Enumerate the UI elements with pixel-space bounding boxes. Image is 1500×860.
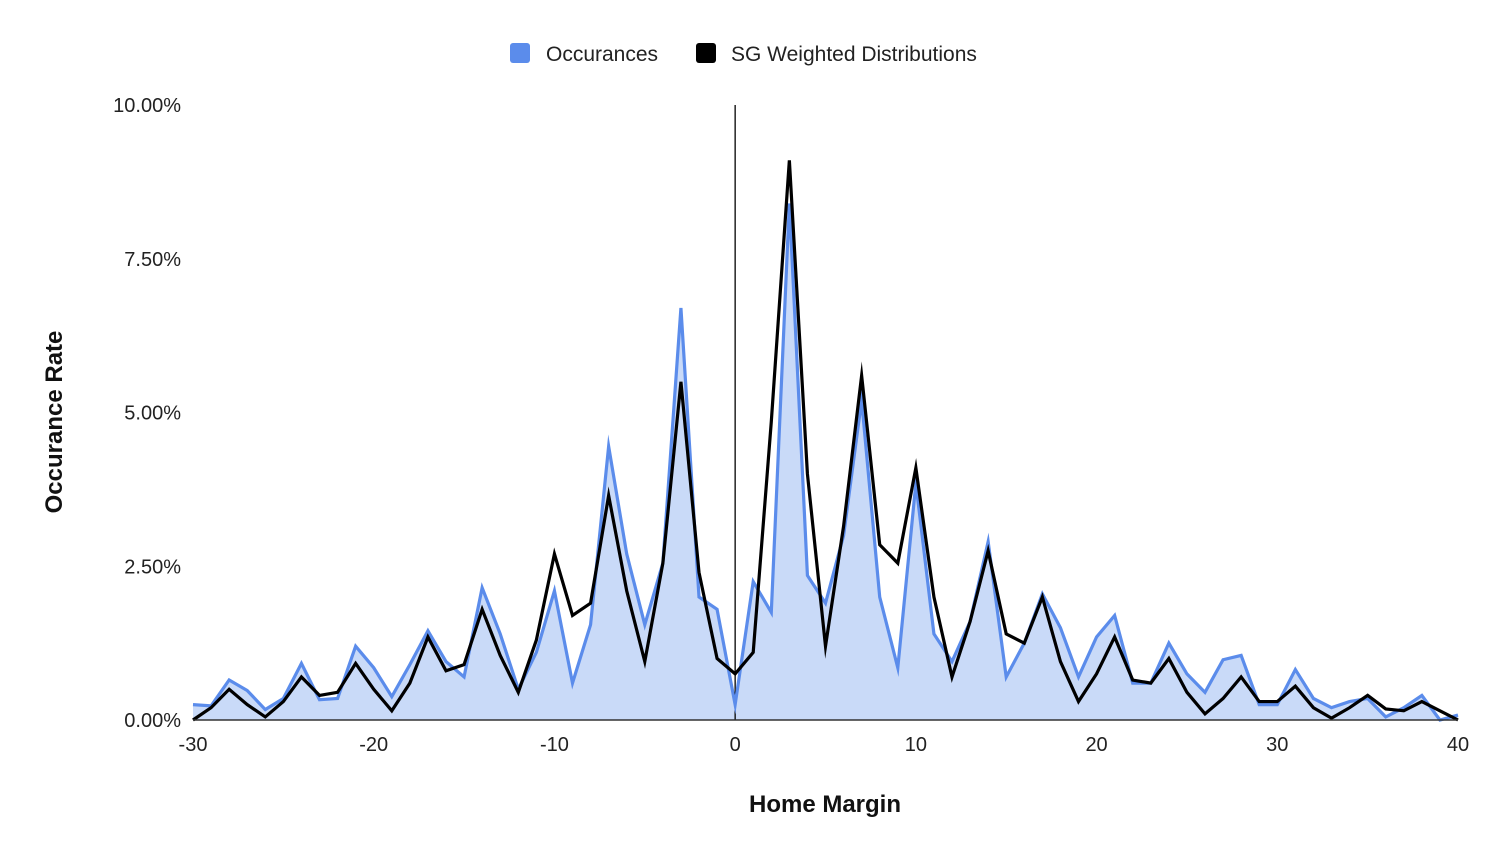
x-tick-label: 20 xyxy=(1085,734,1107,756)
y-tick-label: 0.00% xyxy=(124,710,181,732)
plot-area xyxy=(192,105,1459,722)
x-tick-label: 0 xyxy=(730,734,741,756)
legend-label-sg-weighted-distributions: SG Weighted Distributions xyxy=(731,43,977,66)
x-tick-label: -20 xyxy=(359,734,388,756)
y-tick-label: 5.00% xyxy=(124,403,181,425)
legend-swatch-occurances xyxy=(510,43,530,63)
y-tick-label: 2.50% xyxy=(124,556,181,578)
y-tick-label: 10.00% xyxy=(113,95,181,117)
series-area-occurances xyxy=(193,203,1458,720)
axes: 0.00% 2.50% 5.00% 7.50% 10.00% -30 -20 -10 0 10 20… xyxy=(113,95,1469,756)
y-tick-label: 7.50% xyxy=(124,249,181,271)
x-tick-label: 30 xyxy=(1266,734,1288,756)
legend-label-occurances: Occurances xyxy=(546,43,658,66)
series-line-sg-weighted-distributions xyxy=(192,160,1459,722)
x-tick-label: -30 xyxy=(179,734,208,756)
x-tick-label: 40 xyxy=(1447,734,1469,756)
x-tick-label: -10 xyxy=(540,734,569,756)
legend: Occurances SG Weighted Distributions xyxy=(510,43,977,66)
x-axis-title: Home Margin xyxy=(749,791,901,818)
x-tick-label: 10 xyxy=(905,734,927,756)
y-axis-title: Occurance Rate xyxy=(41,331,68,514)
series-line-occurances xyxy=(192,203,1459,722)
legend-swatch-sg-weighted-distributions xyxy=(696,43,716,63)
